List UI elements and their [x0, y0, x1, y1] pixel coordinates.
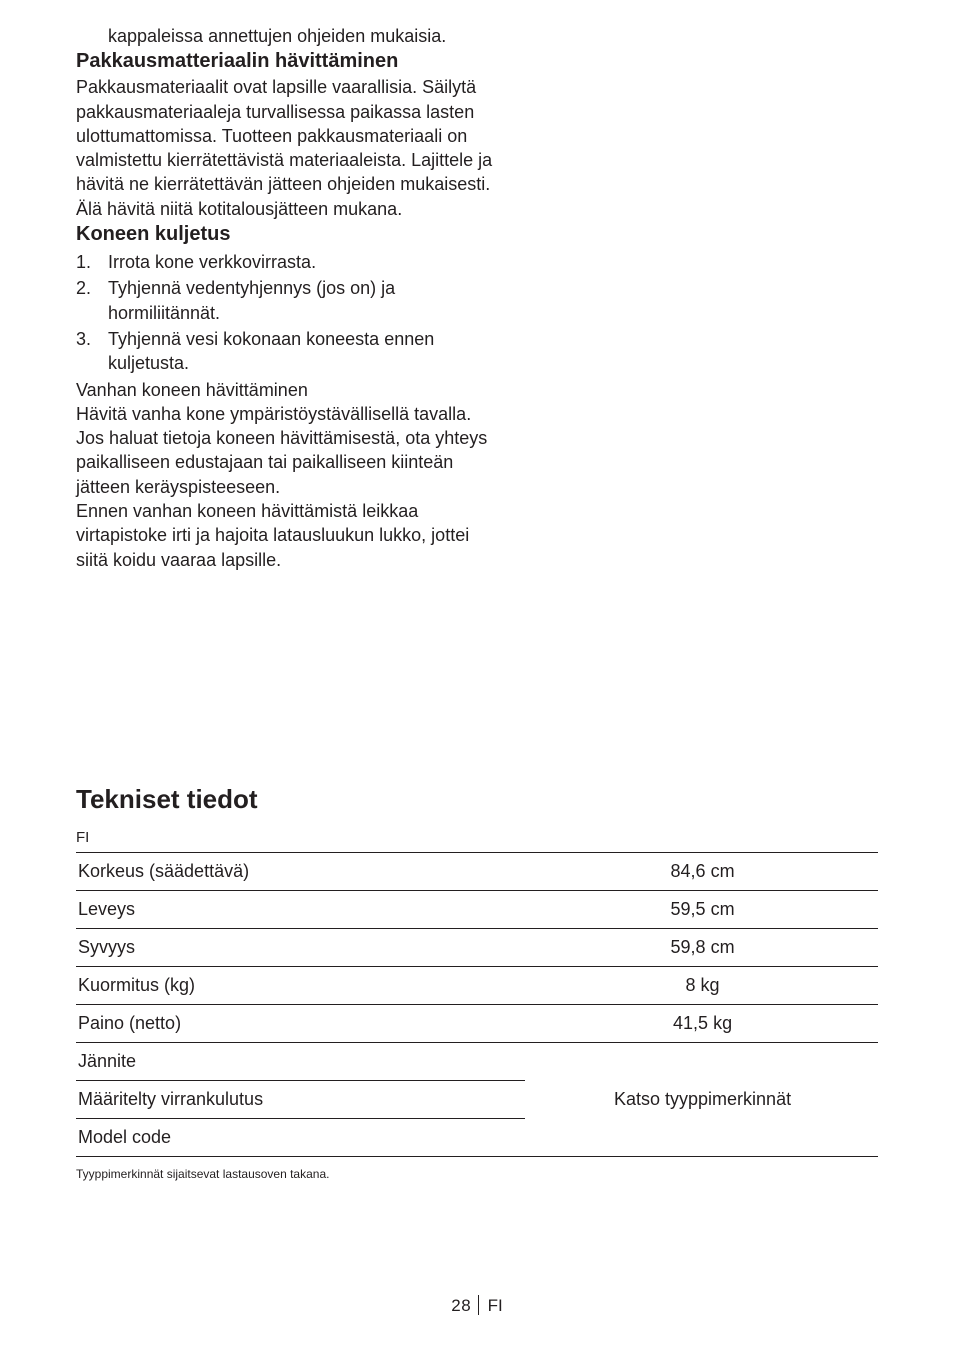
para-old-3: Ennen vanhan koneen hävittämistä leikkaa…	[76, 499, 506, 572]
heading-packaging: Pakkausmatteriaalin hävittäminen	[76, 48, 506, 75]
spec-label: Määritelty virrankulutus	[76, 1080, 525, 1118]
spec-label: Jännite	[76, 1042, 525, 1080]
page-footer: 28 FI	[0, 1295, 954, 1316]
para-old-1: Hävitä vanha kone ympäristöystävällisell…	[76, 402, 506, 426]
footer-divider	[478, 1295, 479, 1315]
spec-value: 59,5 cm	[525, 890, 878, 928]
spec-label: Syvyys	[76, 928, 525, 966]
spec-value-merged: Katso tyyppimerkinnät	[525, 1042, 878, 1156]
spec-value: 41,5 kg	[525, 1004, 878, 1042]
list-item: Tyhjennä vedentyhjennys (jos on) ja horm…	[76, 276, 506, 325]
lang-code: FI	[76, 829, 878, 846]
para-old-2: Jos haluat tietoja koneen hävittämisestä…	[76, 426, 506, 499]
intro-continued: kappaleissa annettujen ohjeiden mukaisia…	[76, 24, 506, 48]
spec-label: Kuormitus (kg)	[76, 966, 525, 1004]
para-packaging: Pakkausmateriaalit ovat lapsille vaarall…	[76, 75, 506, 221]
spec-value: 84,6 cm	[525, 852, 878, 890]
table-footnote: Tyyppimerkinnät sijaitsevat lastausoven …	[76, 1167, 878, 1181]
spec-label: Korkeus (säädettävä)	[76, 852, 525, 890]
spec-label: Paino (netto)	[76, 1004, 525, 1042]
spec-label: Leveys	[76, 890, 525, 928]
spec-label: Model code	[76, 1118, 525, 1156]
spec-table: Korkeus (säädettävä) 84,6 cm Leveys 59,5…	[76, 852, 878, 1157]
list-item: Irrota kone verkkovirrasta.	[76, 250, 506, 274]
transport-list: Irrota kone verkkovirrasta. Tyhjennä ved…	[76, 250, 506, 375]
list-item: Tyhjennä vesi kokonaan koneesta ennen ku…	[76, 327, 506, 376]
spec-value: 8 kg	[525, 966, 878, 1004]
section-title: Tekniset tiedot	[76, 784, 878, 815]
para-old-heading: Vanhan koneen hävittäminen	[76, 378, 506, 402]
footer-lang: FI	[488, 1296, 503, 1315]
page-number: 28	[451, 1296, 471, 1315]
heading-transport: Koneen kuljetus	[76, 221, 506, 248]
spec-value: 59,8 cm	[525, 928, 878, 966]
